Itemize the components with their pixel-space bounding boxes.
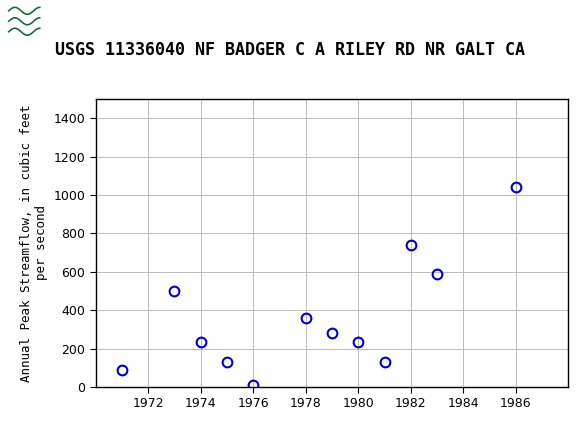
- Text: USGS 11336040 NF BADGER C A RILEY RD NR GALT CA: USGS 11336040 NF BADGER C A RILEY RD NR …: [55, 41, 525, 59]
- FancyBboxPatch shape: [6, 2, 81, 37]
- Y-axis label: Annual Peak Streamflow, in cubic feet
per second: Annual Peak Streamflow, in cubic feet pe…: [20, 104, 48, 382]
- Text: USGS: USGS: [90, 10, 150, 29]
